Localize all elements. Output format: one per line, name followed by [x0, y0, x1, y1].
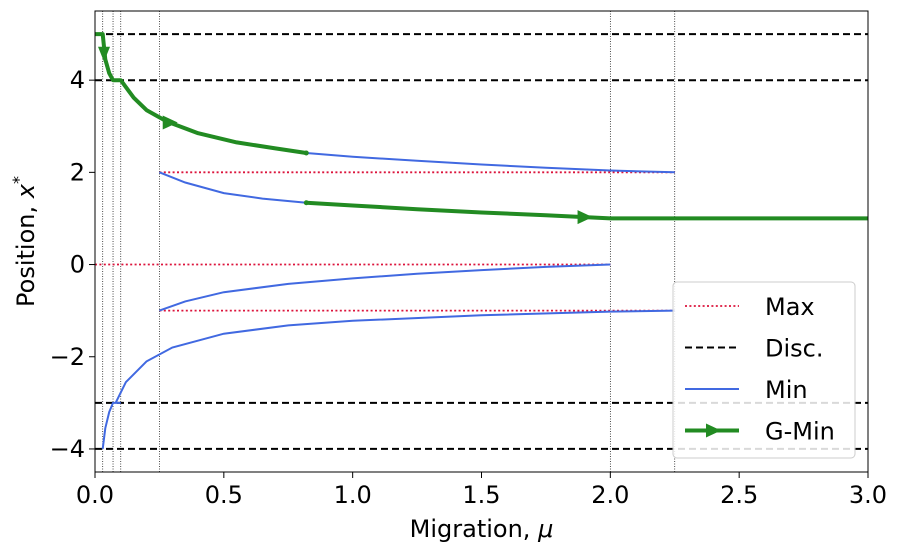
- x-tick-label: 0.0: [76, 481, 114, 509]
- gmin-arrow-marker: [162, 115, 178, 130]
- legend-label: G-Min: [765, 418, 835, 446]
- y-tick-label: −2: [50, 343, 85, 371]
- legend-label: Disc.: [765, 335, 823, 363]
- min-line: [159, 171, 307, 204]
- legend-arrow-marker: [706, 423, 721, 438]
- gmin-curves: [95, 32, 868, 225]
- legend-label: Max: [765, 293, 815, 321]
- y-tick-label: 4: [70, 66, 85, 94]
- min-line: [114, 309, 675, 404]
- gmin-arrow-marker: [98, 46, 111, 62]
- gmin-junction-dot: [303, 200, 309, 206]
- y-axis-label: Position, x*: [9, 176, 40, 307]
- min-line: [306, 152, 675, 174]
- gmin-line: [306, 200, 868, 221]
- gmin-junction-dot: [303, 150, 309, 156]
- axis-ticks: 0.0 0.5 1.0 1.5 2.0 2.5 3.0 −4 −2 0 2 4: [50, 66, 887, 509]
- y-tick-label: 0: [70, 251, 85, 279]
- min-line: [101, 401, 121, 450]
- x-tick-label: 1.5: [462, 481, 500, 509]
- y-tick-label: −4: [50, 435, 85, 463]
- bifurcation-lines: [102, 11, 676, 472]
- legend-box: [672, 281, 856, 459]
- legend: Max Disc. Min G-Min: [672, 281, 856, 459]
- gmin-line: [95, 32, 307, 155]
- x-tick-label: 0.5: [205, 481, 243, 509]
- max-lines: [95, 171, 675, 312]
- min-line: [159, 263, 611, 312]
- x-tick-label: 3.0: [849, 481, 887, 509]
- gmin-arrow-marker: [577, 210, 593, 225]
- x-axis-label: Migration, μ: [410, 515, 554, 543]
- legend-label: Min: [765, 376, 808, 404]
- min-curves: [101, 152, 675, 450]
- y-tick-label: 2: [70, 158, 85, 186]
- x-tick-label: 1.0: [334, 481, 372, 509]
- x-tick-label: 2.5: [720, 481, 758, 509]
- plot-frame: [94, 10, 869, 473]
- x-tick-label: 2.0: [591, 481, 629, 509]
